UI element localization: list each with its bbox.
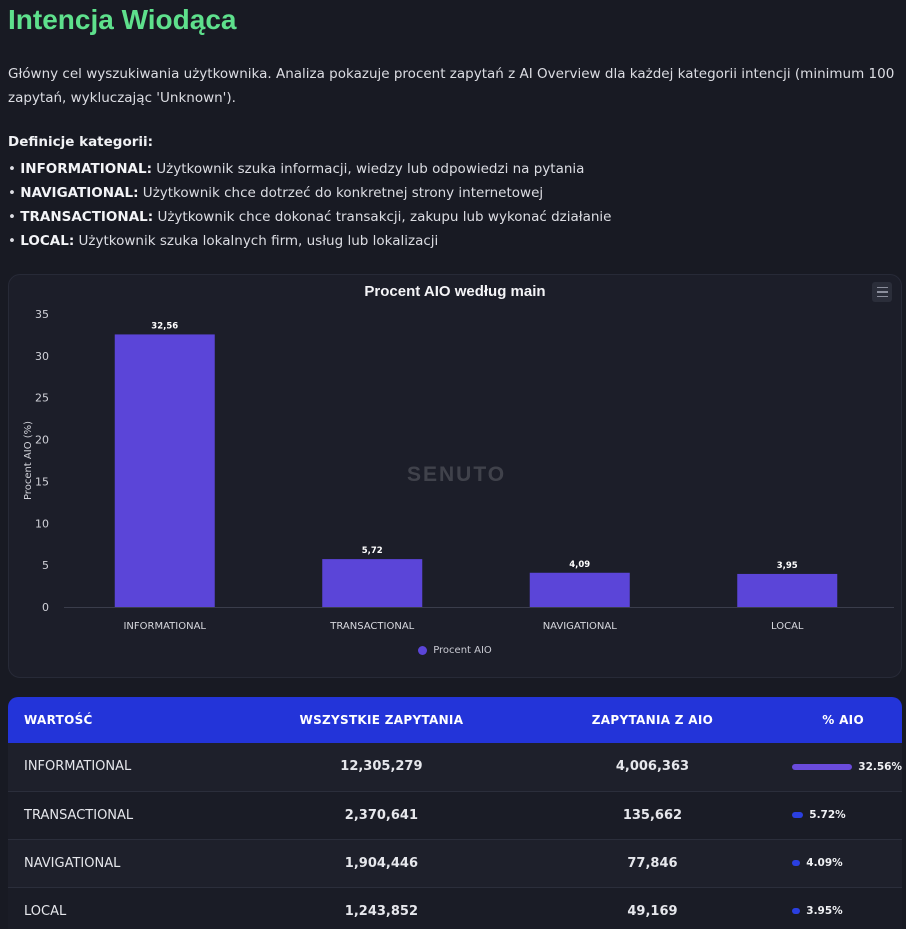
y-tick-label: 0: [42, 601, 49, 614]
cell-pct-aio: 32.56%: [784, 743, 902, 791]
y-tick-label: 30: [35, 350, 49, 363]
pct-value: 4.09%: [806, 857, 843, 869]
bar-data-label: 32,56: [151, 321, 178, 331]
cell-aio-queries: 4,006,363: [615, 759, 690, 775]
y-tick-label: 10: [35, 517, 49, 530]
cell-pct-aio: 4.09%: [784, 839, 902, 887]
cell-aio-queries: 49,169: [627, 903, 678, 919]
definition-text: Użytkownik szuka lokalnych firm, usług l…: [74, 233, 439, 249]
bar: [529, 572, 630, 607]
cell-pct-aio: 3.95%: [784, 887, 902, 929]
pct-value: 3.95%: [806, 905, 843, 917]
cell-all-queries: 1,243,852: [344, 903, 418, 919]
cell-value: INFORMATIONAL: [24, 759, 132, 775]
bar: [737, 573, 838, 607]
cell-aio-queries: 135,662: [622, 807, 683, 823]
x-tick-label: INFORMATIONAL: [123, 621, 206, 632]
y-axis-label: Procent AIO (%): [23, 421, 34, 500]
y-tick-label: 5: [42, 559, 49, 572]
cell-all-queries: 12,305,279: [340, 759, 423, 775]
pct-bar: [792, 812, 804, 818]
definition-term: LOCAL:: [20, 233, 75, 249]
table-row: LOCAL 1,243,852 49,169 3.95%: [8, 887, 902, 929]
x-tick-label: LOCAL: [771, 621, 804, 632]
definition-item: • TRANSACTIONAL: Użytkownik chce dokonać…: [8, 209, 612, 225]
cell-value: LOCAL: [24, 903, 67, 919]
pct-bar: [792, 763, 853, 770]
data-table-container: WARTOŚĆ WSZYSTKIE ZAPYTANIA ZAPYTANIA Z …: [8, 697, 902, 929]
table-header-row: WARTOŚĆ WSZYSTKIE ZAPYTANIA ZAPYTANIA Z …: [8, 697, 902, 743]
column-header-pct-aio[interactable]: % AIO: [822, 713, 864, 727]
definition-item: • LOCAL: Użytkownik szuka lokalnych firm…: [8, 233, 439, 249]
chart-card: Procent AIO według main SENUTO 0 5 10 15 20 2…: [8, 274, 902, 678]
definitions-heading: Definicje kategorii:: [8, 134, 154, 150]
definition-text: Użytkownik chce dotrzeć do konkretnej st…: [138, 185, 544, 201]
definitions-list: • INFORMATIONAL: Użytkownik szuka inform…: [8, 157, 612, 253]
watermark-logo: SENUTO: [407, 463, 507, 486]
chart-menu-button[interactable]: [872, 282, 892, 302]
chart-legend[interactable]: Procent AIO: [9, 645, 901, 656]
cell-all-queries: 1,904,446: [344, 855, 418, 871]
cell-pct-aio: 5.72%: [784, 791, 902, 839]
cell-aio-queries: 77,846: [627, 855, 678, 871]
bar: [322, 559, 423, 607]
column-header-aio-queries[interactable]: ZAPYTANIA Z AIO: [591, 713, 714, 727]
table-row: INFORMATIONAL 12,305,279 4,006,363 32.56%: [8, 743, 902, 791]
table-row: TRANSACTIONAL 2,370,641 135,662 5.72%: [8, 791, 902, 839]
pct-value: 5.72%: [809, 809, 846, 821]
column-header-value[interactable]: WARTOŚĆ: [24, 713, 93, 727]
pct-value: 32.56%: [858, 760, 902, 773]
y-tick-label: 20: [35, 434, 49, 447]
bar-data-label: 4,09: [569, 560, 590, 570]
cell-all-queries: 2,370,641: [344, 807, 418, 823]
pct-bar: [792, 908, 801, 914]
definition-text: Użytkownik szuka informacji, wiedzy lub …: [151, 161, 585, 177]
legend-marker: [418, 646, 428, 655]
definition-term: NAVIGATIONAL:: [20, 185, 139, 201]
page-title: Intencja Wiodąca: [8, 4, 237, 35]
cell-value: NAVIGATIONAL: [24, 855, 121, 871]
hamburger-icon: [876, 286, 888, 289]
y-tick-label: 35: [35, 308, 49, 321]
definition-term: TRANSACTIONAL:: [20, 209, 154, 225]
table-body: INFORMATIONAL 12,305,279 4,006,363 32.56% TR…: [8, 743, 902, 929]
legend-label: Procent AIO: [433, 645, 492, 656]
definition-item: • INFORMATIONAL: Użytkownik szuka inform…: [8, 161, 585, 177]
definition-item: • NAVIGATIONAL: Użytkownik chce dotrzeć …: [8, 185, 544, 201]
chart-title: Procent AIO według main: [364, 283, 546, 300]
table-row: NAVIGATIONAL 1,904,446 77,846 4.09%: [8, 839, 902, 887]
data-table: WARTOŚĆ WSZYSTKIE ZAPYTANIA ZAPYTANIA Z …: [8, 697, 902, 929]
y-tick-label: 15: [35, 475, 49, 488]
bar: [114, 334, 215, 607]
x-tick-label: TRANSACTIONAL: [329, 621, 414, 632]
bar-data-label: 3,95: [777, 561, 798, 571]
y-tick-label: 25: [35, 392, 49, 405]
definition-text: Użytkownik chce dokonać transakcji, zaku…: [153, 209, 612, 225]
column-header-all-queries[interactable]: WSZYSTKIE ZAPYTANIA: [299, 713, 464, 727]
intro-text: Główny cel wyszukiwania użytkownika. Ana…: [8, 66, 895, 106]
x-tick-label: NAVIGATIONAL: [543, 621, 618, 632]
pct-bar: [792, 860, 801, 866]
bar-chart: 0 5 10 15 20 25 30 35 Procent AIO (%) 32,56 INFORM…: [23, 308, 894, 632]
bar-data-label: 5,72: [362, 546, 383, 556]
definition-term: INFORMATIONAL:: [20, 161, 152, 177]
cell-value: TRANSACTIONAL: [24, 807, 134, 823]
